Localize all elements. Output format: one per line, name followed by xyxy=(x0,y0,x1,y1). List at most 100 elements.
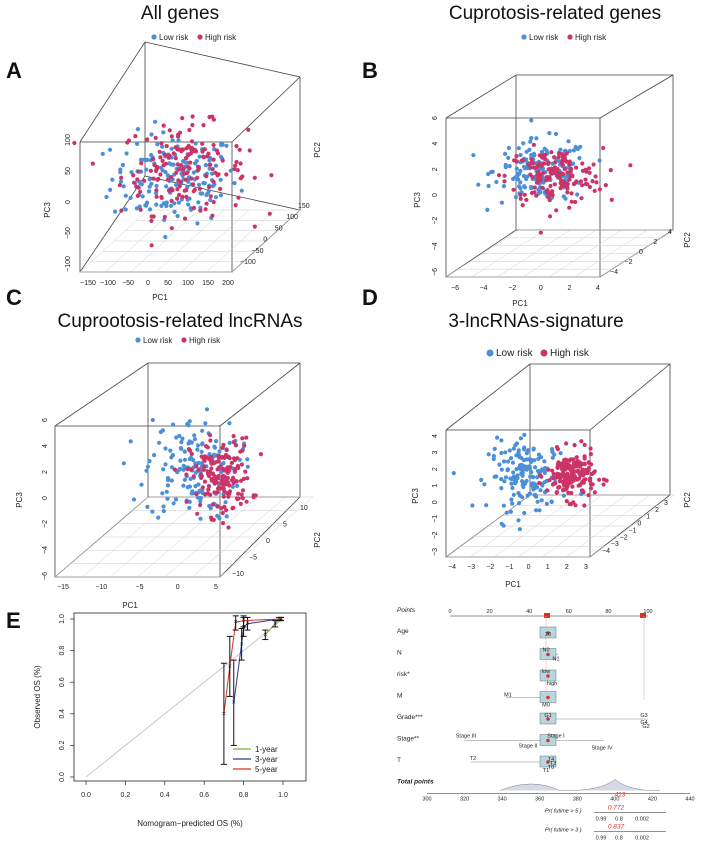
high-risk-point xyxy=(580,488,585,493)
high-risk-point xyxy=(200,485,205,490)
low-risk-point xyxy=(503,450,508,455)
low-risk-point xyxy=(503,475,509,480)
low-risk-point xyxy=(470,503,475,508)
high-risk-point xyxy=(138,189,143,194)
high-risk-point xyxy=(72,140,77,146)
low-risk-point xyxy=(517,171,522,176)
low-risk-point xyxy=(522,447,527,452)
low-risk-point xyxy=(147,459,152,464)
low-risk-point xyxy=(178,446,183,451)
high-risk-point xyxy=(554,208,559,213)
ticks-a: −150 −100 −50 0 50 100 150 200−100−50050100−100… xyxy=(43,134,322,302)
low-risk-point xyxy=(131,497,137,502)
low-risk-point xyxy=(494,474,499,479)
high-risk-point xyxy=(234,496,240,501)
x-tick-label: 1 xyxy=(546,564,550,571)
high-risk-point xyxy=(548,183,553,189)
variable-level-label: G4 xyxy=(640,720,647,726)
variable-level-label: T4 xyxy=(548,757,554,763)
variable-level-label: T1 xyxy=(543,768,549,774)
low-risk-point xyxy=(513,479,519,484)
high-risk-point xyxy=(586,493,591,498)
high-risk-point xyxy=(502,179,507,184)
low-risk-point xyxy=(179,440,184,445)
low-risk-point xyxy=(166,477,171,483)
low-risk-point xyxy=(575,192,580,197)
high-risk-point xyxy=(119,175,124,180)
z-tick-label: −3 xyxy=(611,541,619,548)
nomogram-variable-M: M xyxy=(397,693,402,700)
high-risk-point xyxy=(138,207,143,212)
high-risk-point xyxy=(560,162,566,167)
low-risk-point xyxy=(529,469,534,475)
high-risk-point xyxy=(601,482,606,487)
high-risk-point xyxy=(245,476,250,481)
y-tick-label: 6 xyxy=(432,116,439,120)
low-risk-point xyxy=(163,462,168,467)
low-risk-point xyxy=(207,166,212,171)
low-risk-point xyxy=(170,138,175,143)
calibration-line-3-year xyxy=(233,618,280,703)
high-risk-point xyxy=(133,134,138,139)
low-risk-point xyxy=(147,184,152,189)
low-risk-point xyxy=(100,151,105,156)
variable-level-label: low xyxy=(542,669,550,675)
x-tick-label: −4 xyxy=(448,564,456,571)
high-risk-point xyxy=(579,196,584,201)
high-risk-point xyxy=(555,462,560,467)
total-tick-label: 360 xyxy=(535,797,544,803)
high-risk-point xyxy=(197,186,202,191)
low-risk-point xyxy=(542,480,547,485)
z-tick-label: 0 xyxy=(637,521,641,528)
calibration-plot: 0.0 0.2 0.4 0.6 0.8 1.00.00.20.40.60.81.0 ×××… xyxy=(33,612,307,828)
high-risk-point xyxy=(583,177,588,182)
high-risk-point xyxy=(210,471,215,477)
high-risk-point xyxy=(562,155,567,160)
high-risk-point xyxy=(178,179,183,184)
low-risk-point xyxy=(197,488,202,493)
high-risk-point xyxy=(215,173,220,178)
low-risk-point xyxy=(163,446,168,451)
high-risk-point xyxy=(589,462,594,467)
high-risk-point xyxy=(579,439,584,444)
points-tick-label: 0 xyxy=(448,609,451,615)
y-tick-label: −4 xyxy=(42,546,49,554)
low-risk-point xyxy=(172,209,177,214)
high-risk-point xyxy=(554,445,560,450)
high-risk-point xyxy=(587,184,593,190)
low-risk-point xyxy=(124,151,129,156)
x-tick-label: 3 xyxy=(584,564,588,571)
high-risk-point xyxy=(190,114,195,119)
panel-label-a: A xyxy=(6,58,22,83)
high-risk-point xyxy=(180,194,185,199)
high-risk-point xyxy=(572,443,577,448)
low-risk-point xyxy=(169,465,175,470)
y-tick-label: 2 xyxy=(432,167,439,171)
low-risk-point xyxy=(194,158,199,164)
high-risk-point xyxy=(202,458,207,463)
points-a xyxy=(72,114,274,248)
high-risk-point xyxy=(538,163,544,168)
high-risk-point xyxy=(552,155,557,160)
low-risk-point xyxy=(185,485,190,490)
high-risk-point xyxy=(247,148,252,153)
box-back-face-b xyxy=(515,74,674,231)
high-risk-point xyxy=(177,192,182,197)
high-risk-point xyxy=(519,158,525,163)
low-risk-point xyxy=(518,467,523,472)
high-risk-point xyxy=(548,192,554,197)
high-risk-point xyxy=(561,482,566,487)
high-risk-point xyxy=(174,170,179,175)
high-risk-point xyxy=(163,152,168,158)
high-risk-point xyxy=(580,480,585,485)
x-axis-label: PC1 xyxy=(512,299,528,308)
low-risk-point xyxy=(511,446,516,451)
low-risk-point xyxy=(492,446,497,451)
low-risk-point xyxy=(530,481,535,486)
high-risk-point xyxy=(578,470,583,475)
high-risk-point xyxy=(176,167,181,172)
high-risk-point xyxy=(207,162,212,167)
high-risk-point xyxy=(206,487,211,492)
low-risk-point xyxy=(486,183,491,189)
low-risk-point xyxy=(570,161,576,166)
